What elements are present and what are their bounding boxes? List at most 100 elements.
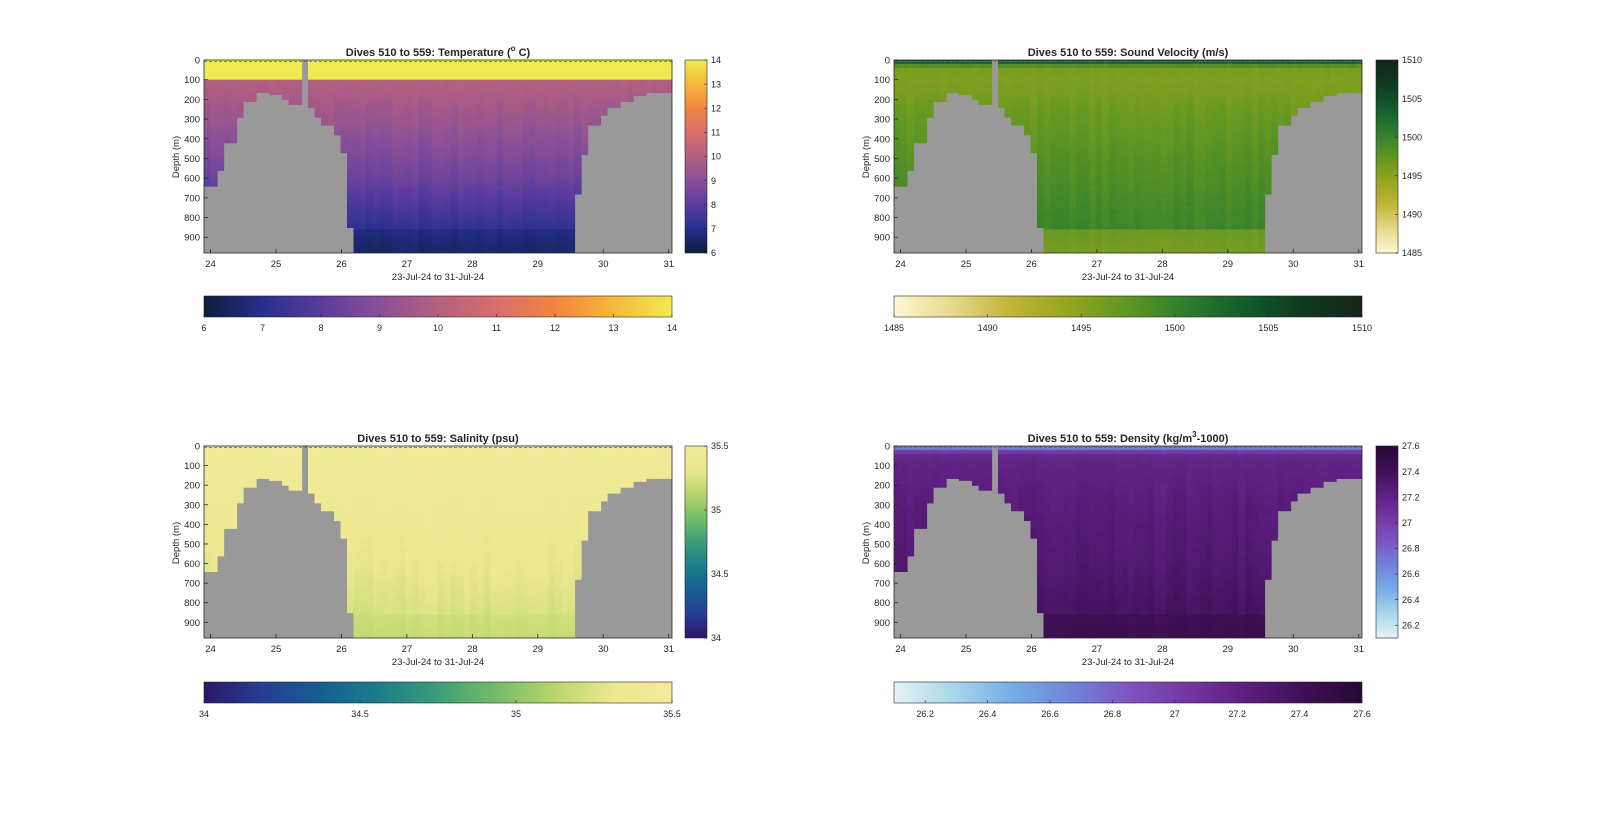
heatmap-cell: [1069, 91, 1077, 97]
heatmap-cell: [288, 71, 296, 77]
heatmap-cell: [1258, 138, 1266, 144]
heatmap-cell: [1095, 87, 1103, 93]
heatmap-cell: [1264, 154, 1272, 160]
heatmap-cell: [1069, 67, 1077, 73]
heatmap-cell: [907, 87, 915, 93]
heatmap-cell: [236, 489, 244, 494]
heatmap-cell: [418, 123, 426, 128]
heatmap-cell: [1050, 245, 1058, 250]
heatmap-cell: [1264, 79, 1272, 85]
heatmap-cell: [392, 91, 400, 97]
heatmap-cell: [243, 99, 251, 102]
heatmap-cell: [314, 99, 322, 104]
heatmap-cell: [1199, 193, 1207, 199]
heatmap-cell: [477, 233, 485, 238]
heatmap-cell: [490, 126, 498, 132]
heatmap-cell: [1219, 201, 1227, 207]
heatmap-cell: [574, 67, 582, 73]
heatmap-cell: [1076, 154, 1084, 160]
heatmap-cell: [392, 146, 400, 152]
heatmap-cell: [1147, 142, 1155, 148]
heatmap-cell: [529, 87, 537, 93]
heatmap-cell: [516, 162, 524, 167]
heatmap-cell: [353, 189, 361, 195]
heatmap-cell: [965, 75, 973, 81]
heatmap-cell: [1043, 225, 1051, 230]
heatmap-cell: [1212, 123, 1220, 128]
heatmap-cell: [1095, 63, 1103, 69]
heatmap-cell: [1245, 91, 1253, 97]
heatmap-cell: [483, 193, 491, 199]
heatmap-cell: [457, 197, 465, 203]
heatmap-cell: [204, 485, 212, 490]
heatmap-cell: [477, 162, 485, 167]
colorbar-tick-label: 14: [711, 55, 721, 65]
heatmap-cell: [243, 67, 251, 73]
heatmap-cell: [1245, 193, 1253, 199]
heatmap-cell: [431, 193, 439, 199]
heatmap-cell: [223, 500, 231, 506]
heatmap-cell: [425, 174, 433, 179]
heatmap-cell: [230, 520, 238, 525]
heatmap-cell: [217, 528, 225, 533]
heatmap-cell: [1160, 126, 1168, 132]
y-tick-label: 400: [184, 134, 200, 145]
heatmap-cell: [516, 229, 524, 234]
heatmap-cell: [412, 75, 420, 81]
heatmap-cell: [353, 63, 361, 69]
heatmap-cell: [1232, 150, 1240, 156]
chart-panel-sound: 24 25 26 27 28 29 30 31010020030040050060070080…: [861, 47, 1422, 333]
heatmap-cell: [1147, 174, 1155, 179]
heatmap-cell: [490, 225, 498, 230]
heatmap-cell: [1251, 182, 1259, 187]
heatmap-cell: [1154, 213, 1162, 219]
heatmap-cell: [353, 146, 361, 152]
heatmap-cell: [347, 162, 355, 167]
heatmap-cell: [457, 245, 465, 250]
heatmap-cell: [522, 225, 530, 230]
heatmap-cell: [425, 205, 433, 211]
heatmap-cell: [1225, 162, 1233, 167]
heatmap-cell: [353, 99, 361, 104]
heatmap-cell: [1128, 150, 1136, 156]
heatmap-cell: [1147, 75, 1155, 81]
heatmap-cell: [516, 233, 524, 238]
heatmap-cell: [1095, 233, 1103, 238]
heatmap-cell: [1310, 99, 1318, 102]
heatmap-cell: [568, 229, 576, 234]
heatmap-cell: [503, 99, 511, 104]
heatmap-cell: [1089, 221, 1097, 227]
heatmap-cell: [516, 201, 524, 207]
heatmap-cell: [574, 186, 582, 191]
heatmap-cell: [600, 67, 608, 73]
heatmap-cell: [1212, 182, 1220, 187]
heatmap-cell: [418, 162, 426, 167]
heatmap-cell: [1037, 126, 1045, 132]
heatmap-cell: [275, 79, 283, 85]
heatmap-cell: [379, 134, 387, 140]
heatmap-cell: [405, 201, 413, 207]
heatmap-cell: [243, 469, 251, 475]
heatmap-cell: [425, 142, 433, 148]
heatmap-cell: [1056, 233, 1064, 238]
heatmap-cell: [230, 496, 238, 502]
heatmap-cell: [496, 241, 504, 246]
heatmap-cell: [926, 107, 934, 112]
heatmap-cell: [366, 79, 374, 85]
heatmap-cell: [451, 99, 459, 104]
heatmap-cell: [496, 237, 504, 242]
heatmap-cell: [1082, 119, 1090, 124]
heatmap-cell: [470, 209, 478, 215]
heatmap-cell: [1180, 205, 1188, 211]
heatmap-cell: [1219, 193, 1227, 199]
heatmap-cell: [1238, 186, 1246, 191]
heatmap-cell: [451, 63, 459, 69]
heatmap-cell: [1037, 170, 1045, 175]
heatmap-cell: [204, 520, 212, 525]
heatmap-cell: [1108, 182, 1116, 187]
heatmap-cell: [1173, 95, 1181, 100]
heatmap-cell: [464, 249, 472, 253]
heatmap-cell: [503, 237, 511, 242]
heatmap-cell: [353, 201, 361, 207]
heatmap-cell: [327, 508, 335, 512]
